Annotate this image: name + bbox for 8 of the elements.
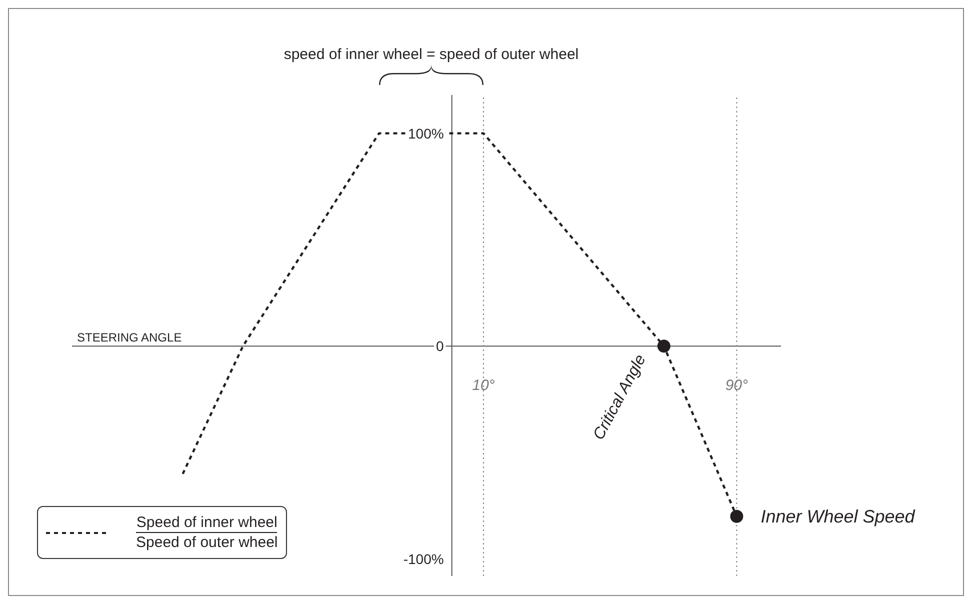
x-axis-title: STEERING ANGLE [77, 330, 182, 345]
y-tick-label: -100% [403, 550, 444, 567]
x-tick-label: 90° [725, 377, 748, 394]
x-tick-label: 10° [472, 377, 495, 394]
annotation: Inner Wheel Speed [760, 506, 916, 526]
legend-label: Speed of inner wheel Speed of outer wheel [136, 513, 278, 552]
text: speed of inner wheel = speed of outer wheel [284, 46, 579, 63]
y-tick-label: 100% [408, 125, 444, 142]
